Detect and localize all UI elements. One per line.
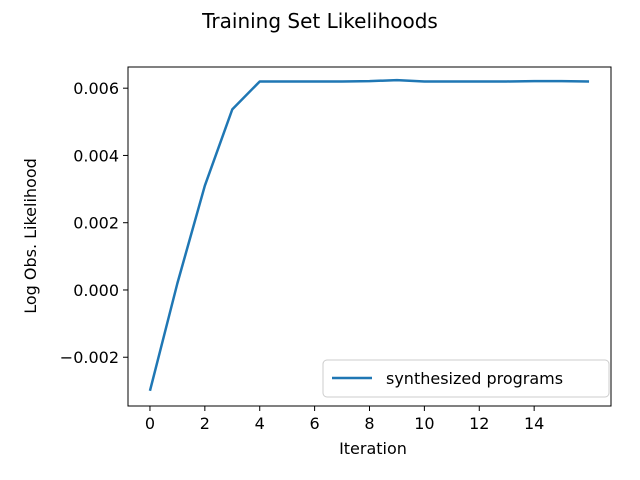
y-axis-label: Log Obs. Likelihood xyxy=(21,158,40,314)
y-tick-label: −0.002 xyxy=(60,348,119,367)
series-line xyxy=(148,78,590,392)
y-tick-label: 0.004 xyxy=(73,146,119,165)
plot-area xyxy=(127,66,612,407)
x-tick-label: 12 xyxy=(469,414,489,433)
x-tick-label: 0 xyxy=(145,414,155,433)
y-axis: −0.002 0.000 0.002 0.004 0.006 xyxy=(60,79,128,367)
legend-box xyxy=(322,359,610,398)
x-tick-label: 14 xyxy=(524,414,544,433)
y-tick-label: 0.000 xyxy=(73,281,119,300)
y-tick-label: 0.006 xyxy=(73,79,119,98)
x-axis: 0 2 4 6 8 10 12 14 xyxy=(145,406,544,433)
chart-title: Training Set Likelihoods xyxy=(201,9,438,33)
legend-label: synthesized programs xyxy=(386,369,563,388)
x-tick-label: 8 xyxy=(364,414,374,433)
x-axis-label: Iteration xyxy=(339,439,407,458)
x-tick-label: 4 xyxy=(255,414,265,433)
x-tick-label: 10 xyxy=(414,414,434,433)
x-tick-label: 6 xyxy=(310,414,320,433)
legend: synthesized programs xyxy=(322,359,610,398)
series-layer xyxy=(148,78,590,392)
y-tick-label: 0.002 xyxy=(73,214,119,233)
x-tick-label: 2 xyxy=(200,414,210,433)
